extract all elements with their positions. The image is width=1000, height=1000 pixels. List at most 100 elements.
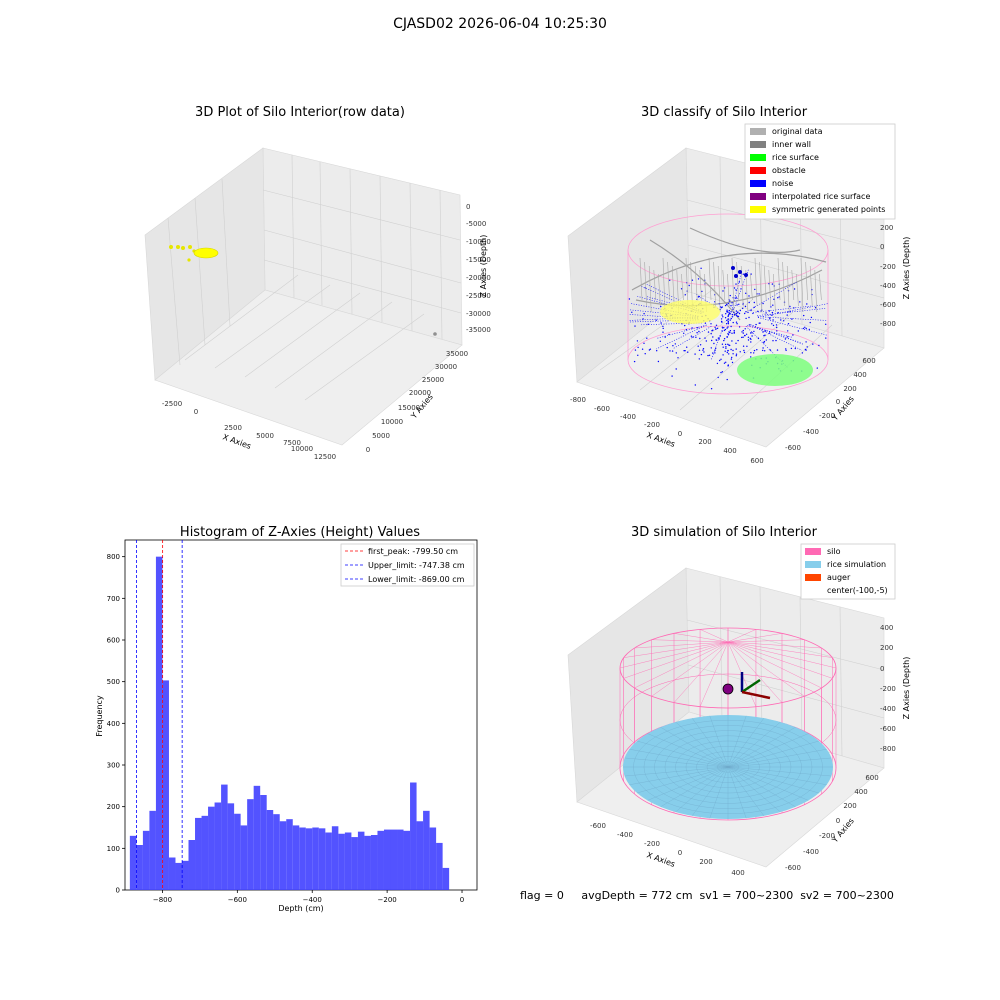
- legend-center: center(-100,-5): [827, 586, 888, 595]
- legend-silo: silo: [827, 547, 841, 556]
- noise-cluster: [744, 273, 748, 277]
- noise-point: [659, 340, 661, 342]
- hist-bar: [364, 835, 371, 890]
- inner-wall-point: [796, 273, 799, 307]
- sim-xtick-0: -600: [590, 822, 606, 830]
- inner-wall-point: [694, 265, 698, 301]
- classify-zlabel: Z Axies (Depth): [902, 237, 911, 300]
- legend-swatch-symmetric: [750, 206, 766, 213]
- raw-ytick-6: 30000: [435, 363, 457, 371]
- sim-ztick-5: -600: [880, 725, 896, 733]
- noise-point: [786, 336, 789, 338]
- hist-ylabel: Frequency: [95, 695, 104, 737]
- hist-bar: [279, 821, 287, 890]
- hist-bar: [423, 810, 430, 890]
- noise-point: [748, 295, 750, 297]
- noise-point: [696, 332, 698, 334]
- noise-point: [724, 304, 727, 307]
- raw-xtick-3: 5000: [256, 432, 274, 440]
- noise-point: [771, 323, 773, 325]
- noise-point: [718, 338, 720, 340]
- noise-point: [725, 347, 727, 349]
- noise-point: [710, 388, 713, 390]
- noise-point: [805, 341, 807, 343]
- noise-point: [744, 312, 746, 315]
- noise-point: [694, 384, 696, 386]
- noise-ray: [731, 272, 742, 309]
- raw-zlabel: Z Axies (Depth): [479, 235, 488, 298]
- noise-point: [714, 352, 716, 354]
- noise-point: [656, 350, 658, 352]
- noise-point: [727, 302, 729, 305]
- noise-point: [668, 333, 670, 336]
- raw-ytick-2: 10000: [381, 418, 403, 426]
- noise-point: [699, 337, 701, 340]
- noise-point: [787, 323, 790, 325]
- noise-point: [739, 351, 741, 353]
- noise-point: [691, 327, 693, 329]
- rice-grid-spoke: [637, 766, 729, 794]
- legend-obstacle: obstacle: [772, 166, 806, 175]
- inner-wall-point: [639, 257, 643, 301]
- noise-ray: [750, 324, 803, 351]
- noise-point: [696, 327, 699, 329]
- noise-point: [675, 368, 677, 370]
- noise-point: [814, 307, 817, 309]
- noise-point: [664, 336, 666, 338]
- noise-point: [680, 288, 683, 290]
- noise-point: [806, 346, 808, 348]
- raw-ztick-0: 0: [466, 203, 470, 211]
- inner-wall-point: [819, 273, 822, 301]
- noise-point: [662, 327, 664, 330]
- noise-point: [717, 337, 720, 339]
- noise-point: [769, 317, 771, 319]
- legend-swatch-obstacle: [750, 167, 766, 174]
- rice-grid-spoke: [637, 740, 729, 768]
- rice-grid-spoke: [709, 766, 729, 819]
- noise-point: [725, 361, 727, 363]
- sim-ytick-4: 200: [843, 802, 856, 810]
- rice-grid-spoke: [691, 766, 729, 816]
- sim-ytick-1: -400: [803, 848, 819, 856]
- noise-point: [726, 303, 728, 306]
- noise-point: [733, 329, 735, 332]
- noise-ray: [757, 303, 828, 318]
- noise-point: [809, 321, 811, 324]
- noise-point: [657, 360, 660, 363]
- noise-ray: [694, 293, 719, 309]
- noise-point: [641, 348, 644, 350]
- hist-bar: [383, 829, 391, 890]
- rice-grid-spoke: [727, 718, 765, 768]
- legend-symmetric: symmetric generated points: [772, 205, 885, 214]
- noise-point: [739, 309, 741, 312]
- legend-interpolated: interpolated rice surface: [772, 192, 870, 201]
- rice-grid-spoke: [727, 727, 796, 768]
- noise-point: [723, 327, 725, 329]
- raw-axes-box: [144, 147, 463, 446]
- classify-xtick-1: -600: [594, 405, 610, 413]
- noise-point: [720, 318, 723, 320]
- legend-swatch-noise: [750, 180, 766, 187]
- noise-point: [694, 353, 696, 355]
- rice-grid-spoke: [675, 721, 729, 768]
- hist-xtick-label: −800: [153, 896, 172, 904]
- inner-wall-point: [759, 261, 762, 313]
- noise-point: [735, 314, 738, 316]
- noise-point: [776, 326, 778, 329]
- rice-grid-spoke: [727, 733, 809, 768]
- noise-point: [792, 334, 794, 336]
- hist-bar: [403, 830, 411, 890]
- noise-cluster: [738, 270, 742, 274]
- noise-point: [721, 326, 724, 328]
- silo-roof-line: [699, 629, 729, 643]
- noise-point: [771, 311, 774, 314]
- legend-swatch-original: [750, 128, 766, 135]
- noise-point: [697, 345, 699, 347]
- noise-point: [731, 316, 734, 318]
- noise-point: [697, 278, 700, 280]
- noise-point: [724, 343, 727, 346]
- noise-point: [777, 311, 779, 314]
- legend-rice: rice simulation: [827, 560, 886, 569]
- inner-wall-point: [685, 257, 689, 307]
- noise-point: [762, 302, 764, 305]
